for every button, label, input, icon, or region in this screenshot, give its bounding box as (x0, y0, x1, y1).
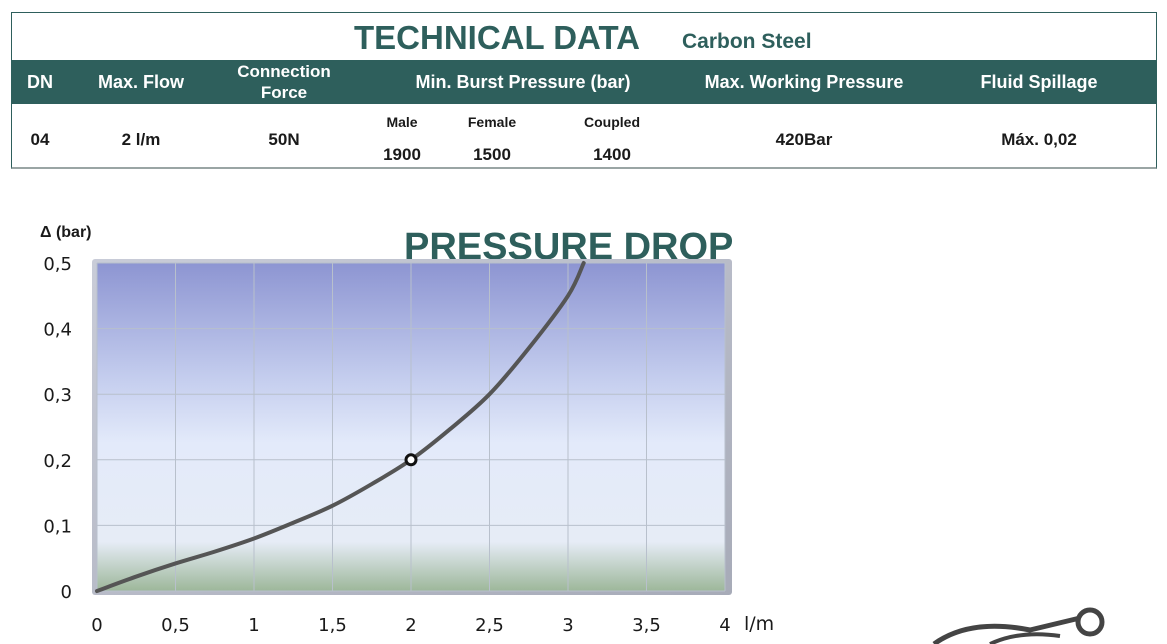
highlight-point (404, 453, 418, 467)
technical-data-panel: TECHNICAL DATA Carbon Steel DN Max. Flow… (11, 12, 1157, 169)
y-tick-label: 0,1 (43, 516, 72, 537)
header-max-working: Max. Working Pressure (704, 72, 904, 92)
coupling-logo-icon (932, 607, 1105, 644)
x-tick-label: 4 (719, 615, 730, 636)
x-tick-label: 3,5 (632, 615, 661, 636)
subheader-male: Male (386, 114, 418, 130)
y-tick-label: 0,4 (43, 320, 72, 341)
header-fluid-spillage: Fluid Spillage (980, 72, 1098, 92)
cell-max-working: 420Bar (775, 130, 833, 149)
cell-dn: 04 (30, 130, 50, 149)
header-max-flow: Max. Flow (97, 72, 184, 92)
x-tick-label: 1 (248, 615, 259, 636)
subheader-coupled: Coupled (584, 114, 640, 130)
page-title: TECHNICAL DATA (354, 19, 640, 56)
header-dn: DN (27, 72, 53, 92)
pressure-drop-chart: 0 0,5 1 1,5 2 2,5 3 3,5 4 0 0,1 0,2 0,3 0,4 0,5 Δ (bar… (40, 224, 774, 636)
x-tick-label: 3 (562, 615, 573, 636)
table-header-row: DN Max. Flow Connection Force Min. Burst… (12, 60, 1156, 104)
x-tick-label: 2,5 (475, 615, 504, 636)
subheader-female: Female (467, 114, 517, 130)
technical-data-title-bar: TECHNICAL DATA Carbon Steel (12, 13, 1156, 60)
header-min-burst: Min. Burst Pressure (bar) (415, 72, 631, 92)
x-tick-label: 0,5 (161, 615, 190, 636)
x-axis-label: l/m (744, 613, 774, 635)
y-tick-label: 0,5 (43, 254, 72, 275)
cell-connection-force: 50N (268, 130, 300, 149)
x-tick-label: 0 (91, 615, 102, 636)
header-connection-force: Connection Force (237, 62, 331, 102)
cell-burst-coupled: 1400 (593, 145, 631, 164)
y-tick-label: 0,2 (43, 451, 72, 472)
y-axis-label: Δ (bar) (40, 224, 92, 241)
y-tick-label: 0,3 (43, 385, 72, 406)
material-subtitle: Carbon Steel (682, 30, 812, 53)
y-tick-label: 0 (61, 582, 72, 603)
cell-burst-male: 1900 (383, 145, 421, 164)
cell-fluid-spillage: Máx. 0,02 (1001, 130, 1077, 149)
series-line (95, 261, 586, 593)
cell-max-flow: 2 l/m (121, 130, 161, 149)
x-tick-label: 2 (405, 615, 416, 636)
cell-burst-female: 1500 (473, 145, 511, 164)
x-tick-label: 1,5 (318, 615, 347, 636)
